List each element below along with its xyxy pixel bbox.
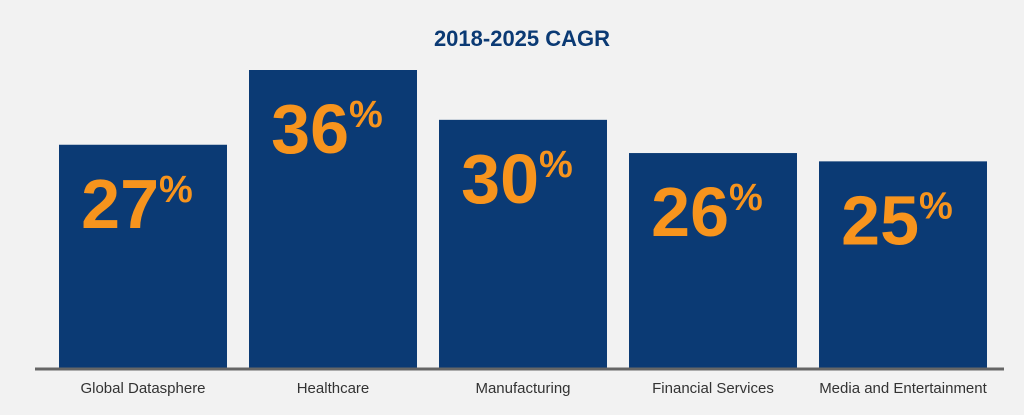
data-label: 36% [271,90,383,168]
data-label-value: 30 [461,140,539,218]
chart-title: 2018-2025 CAGR [434,26,610,51]
category-label: Healthcare [297,380,370,397]
bar-financial-services [629,153,797,369]
data-label-value: 36 [271,90,349,168]
category-label: Global Datasphere [80,380,205,397]
data-label-unit: % [919,185,953,227]
data-label-unit: % [729,177,763,219]
bar-healthcare [249,70,417,369]
data-label-unit: % [349,94,383,136]
bar-global-datasphere [59,144,227,369]
category-label: Financial Services [652,380,774,397]
bars-layer: 27%36%30%26% 25% [59,70,987,369]
category-label: Manufacturing [475,380,570,397]
data-label: 27% [81,165,193,243]
data-label-value: 26 [651,173,729,251]
data-label: 30% [461,140,573,218]
data-label-value: 25 [841,181,919,259]
data-label-value: 27 [81,165,159,243]
data-label: 26% [651,173,763,251]
data-label: 25% [841,181,953,259]
bar-media-and-entertainment [819,161,987,369]
bar-manufacturing [439,119,607,369]
data-label-unit: % [539,144,573,186]
category-label: Media and Entertainment [819,380,987,397]
category-labels-layer: Global Datasphere Healthcare Manufacturing… [80,380,987,397]
data-label-unit: % [159,169,193,211]
